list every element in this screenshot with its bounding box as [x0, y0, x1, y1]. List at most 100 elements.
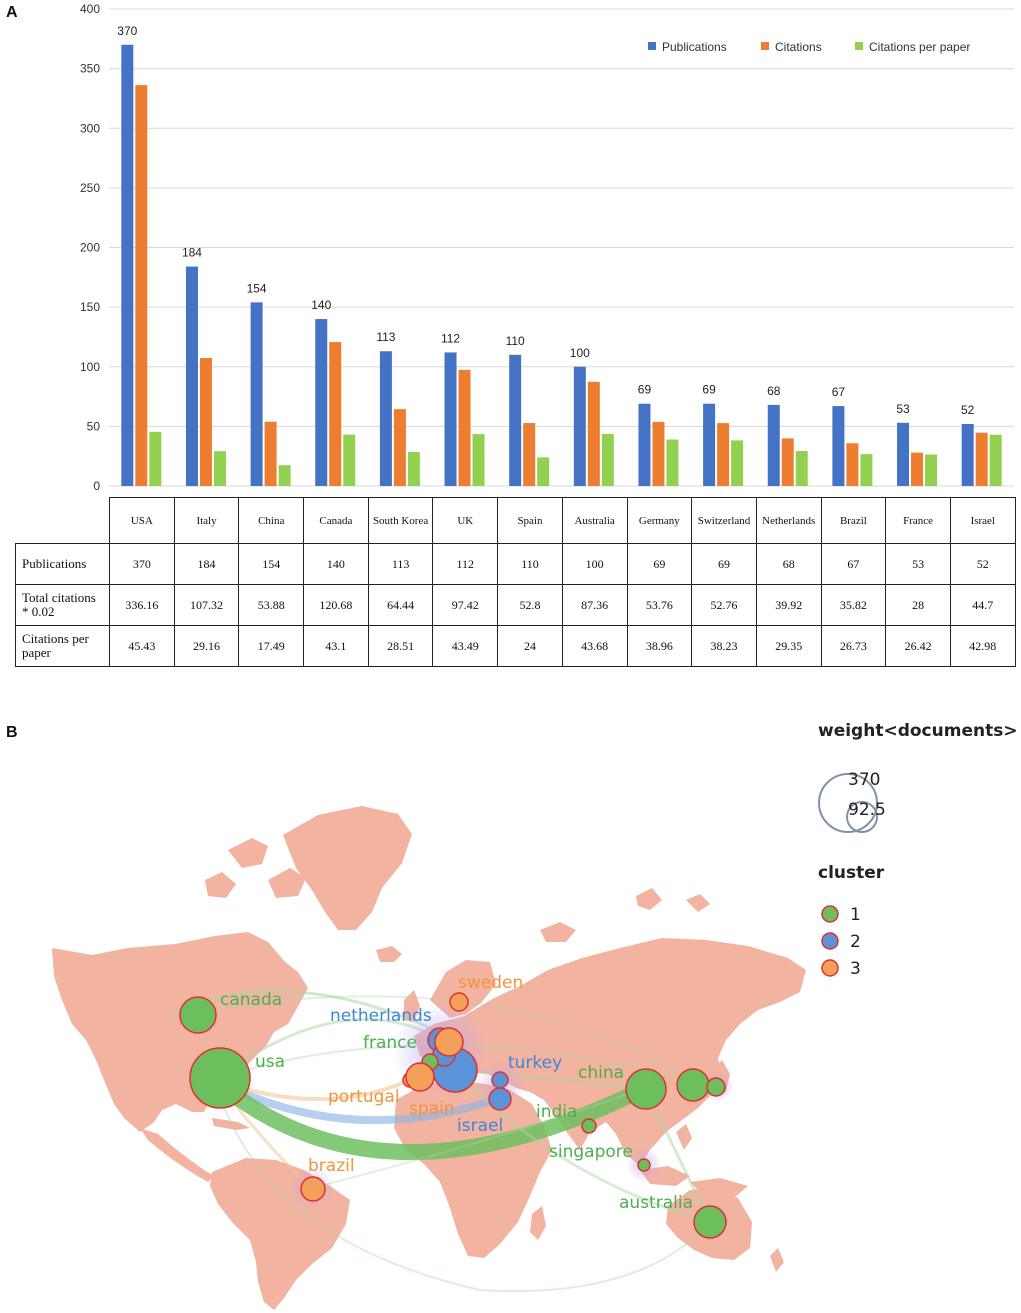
weight-legend-title: weight<documents> — [818, 721, 1018, 741]
country-nodes — [179, 992, 727, 1239]
cluster-legend-label: 3 — [850, 959, 861, 979]
cluster-legend-label: 1 — [850, 905, 861, 925]
bar-publications — [509, 354, 522, 486]
node-india[interactable] — [581, 1118, 597, 1134]
node-turkey[interactable] — [491, 1071, 509, 1089]
node-australia[interactable] — [693, 1205, 727, 1239]
table-cell: 29.16 — [173, 625, 240, 667]
weight-legend-max: 370 — [848, 770, 880, 790]
land-shape — [770, 1248, 784, 1272]
weight-legend-large-circle — [818, 773, 878, 833]
label-israel: israel — [457, 1116, 503, 1136]
table-cell: 35.82 — [820, 584, 887, 626]
bar-citations — [135, 85, 148, 486]
data-label: 67 — [832, 385, 846, 399]
label-portugal: portugal — [328, 1087, 400, 1107]
node-singapore[interactable] — [637, 1158, 651, 1172]
table-header-row: USA Italy China Canada South Korea UK Spain Aus… — [15, 497, 1016, 544]
node-japan[interactable] — [706, 1077, 726, 1097]
data-label: 154 — [247, 281, 267, 295]
bar-citations-per-paper — [537, 457, 550, 486]
bar-citations-per-paper — [731, 440, 744, 486]
table-cell: 28 — [885, 584, 951, 626]
node-south-korea[interactable] — [676, 1068, 710, 1102]
data-label: 140 — [311, 298, 331, 312]
land-shape — [212, 1118, 250, 1130]
bar-citations-per-paper — [989, 434, 1002, 486]
bar-citations — [329, 342, 342, 486]
weight-legend-small-circle — [846, 801, 878, 833]
label-india: india — [536, 1102, 577, 1122]
node-israel[interactable] — [488, 1087, 512, 1111]
table-column-header: South Korea — [367, 497, 434, 544]
table-cell: 52.76 — [691, 584, 757, 626]
bar-citations — [652, 421, 665, 486]
data-label: 100 — [570, 346, 590, 360]
table-cell: 44.7 — [949, 584, 1016, 626]
table-row: Citations per paper 45.43 29.16 17.49 43.1 28.… — [15, 625, 1016, 667]
data-label: 68 — [767, 384, 781, 398]
label-turkey: turkey — [508, 1053, 562, 1073]
label-china: china — [578, 1063, 624, 1083]
table-cell: 336.16 — [109, 584, 175, 626]
data-table: USA Italy China Canada South Korea UK Spain Aus… — [15, 497, 1016, 667]
table-cell: 26.42 — [885, 625, 951, 667]
map-legend: weight<documents> 370 92.5 cluster 1 2 3 — [818, 721, 1018, 979]
bar-citations — [393, 409, 406, 486]
table-row: Total citations * 0.02 336.16 107.32 53.88 12… — [15, 584, 1016, 626]
data-label: 112 — [441, 331, 460, 345]
y-tick-label: 300 — [80, 121, 100, 135]
bar-publications — [703, 403, 716, 486]
bar-publications — [185, 266, 198, 486]
table-column-header: Netherlands — [755, 497, 822, 544]
table-cell: 43.1 — [303, 625, 369, 667]
table-row-header: Total citations * 0.02 — [15, 584, 110, 626]
label-brazil: brazil — [308, 1156, 355, 1176]
bar-citations-per-paper — [407, 452, 420, 486]
node-canada[interactable] — [179, 996, 217, 1034]
data-label: 52 — [961, 403, 975, 417]
table-row: Publications 370 184 154 140 113 112 110 100 69 69… — [15, 543, 1016, 585]
data-label: 53 — [896, 402, 910, 416]
bar-citations-per-paper — [278, 465, 291, 486]
table-column-header: China — [238, 497, 305, 544]
node-usa[interactable] — [189, 1047, 251, 1109]
bar-publications — [832, 406, 845, 486]
cluster-legend-label: 2 — [850, 932, 861, 952]
label-canada: canada — [220, 990, 282, 1010]
bar-citations — [717, 423, 730, 486]
table-cell: 26.73 — [820, 625, 887, 667]
table-cell: 113 — [367, 543, 434, 585]
table-cell: 100 — [561, 543, 628, 585]
land-shape — [205, 872, 236, 898]
table-cell: 53.76 — [626, 584, 693, 626]
node-sweden[interactable] — [449, 992, 469, 1012]
table-cell: 67 — [820, 543, 887, 585]
legend-label: Publications — [662, 40, 727, 54]
table-cell: 64.44 — [367, 584, 434, 626]
table-column-header: Israel — [949, 497, 1016, 544]
legend-swatch — [855, 42, 863, 50]
bar-citations — [846, 443, 859, 486]
y-tick-label: 100 — [80, 360, 100, 374]
bar-citations — [911, 452, 924, 486]
land-shape — [530, 1206, 546, 1240]
table-cell: 140 — [303, 543, 369, 585]
node-spain[interactable] — [405, 1062, 435, 1092]
table-cell: 107.32 — [173, 584, 240, 626]
table-column-header: Australia — [561, 497, 628, 544]
data-label: 69 — [702, 383, 716, 397]
bar-citations-per-paper — [666, 439, 679, 486]
y-tick-label: 0 — [93, 479, 100, 493]
bar-citations — [523, 423, 536, 486]
world-collaboration-map: canada usa netherlands france portugal s… — [52, 721, 1018, 1310]
cluster-legend-swatch — [821, 959, 839, 977]
node-brazil[interactable] — [300, 1176, 326, 1202]
legend-label: Citations — [775, 40, 822, 54]
table-cell: 69 — [626, 543, 693, 585]
land-shape — [636, 888, 662, 910]
bar-publications — [379, 351, 392, 486]
table-cell: 53 — [885, 543, 951, 585]
node-china[interactable] — [625, 1068, 667, 1110]
node-uk[interactable] — [434, 1027, 464, 1057]
